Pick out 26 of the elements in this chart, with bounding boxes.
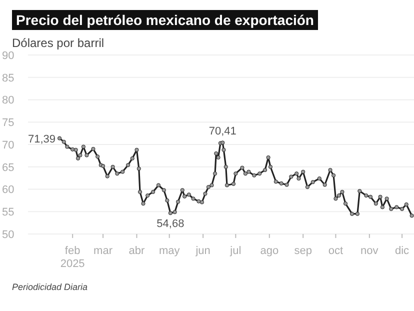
y-axis-title: Dólares por barril: [12, 36, 104, 50]
annotation: 70,41: [208, 126, 236, 138]
x-tick-label: mar: [94, 245, 113, 257]
x-tick-label: oct: [328, 245, 344, 257]
y-tick-label: 60: [2, 184, 14, 196]
y-tick-label: 75: [2, 117, 14, 130]
x-tick-label: nov: [360, 245, 379, 257]
x-tick-label: feb 2025: [60, 245, 85, 270]
x-tick-label: jul: [229, 245, 242, 257]
x-tick-label: ago: [260, 245, 279, 257]
x-tick-label: jun: [194, 245, 210, 257]
annotation: 54,68: [156, 218, 184, 230]
x-tick-label: sep: [294, 245, 312, 257]
y-tick-label: 90: [2, 50, 14, 62]
x-tick-label: dic: [395, 245, 410, 257]
text: Periodicidad Diaria: [12, 282, 88, 292]
y-tick-label: 65: [2, 162, 14, 174]
annotation: 71,39: [28, 133, 56, 146]
y-tick-label: 85: [2, 72, 14, 84]
x-tick-label: may: [158, 245, 180, 257]
y-tick-label: 80: [2, 94, 14, 107]
y-tick-label: 70: [2, 139, 14, 152]
chart-title: Precio del petróleo mexicano de exportación: [12, 10, 318, 30]
y-tick-label: 55: [2, 206, 14, 219]
x-tick-label: abr: [128, 245, 146, 257]
y-tick-label: 50: [2, 228, 14, 241]
